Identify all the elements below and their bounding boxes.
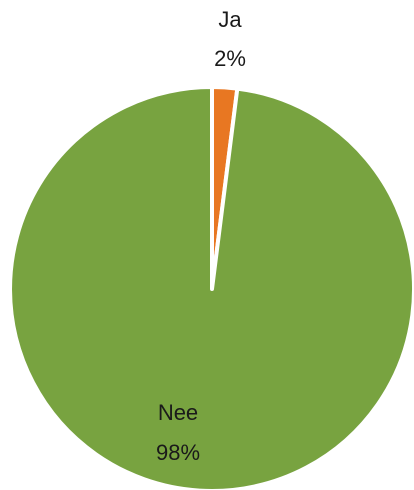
- pie-slice-nee: [8, 85, 414, 490]
- data-label-ja-category: Ja: [218, 7, 242, 32]
- pie-slices: [8, 84, 414, 490]
- data-label-ja-percent: 2%: [214, 46, 246, 71]
- data-label-ja: Ja 2%: [214, 7, 246, 71]
- data-label-nee: Nee 98%: [156, 400, 200, 465]
- data-label-nee-percent: 98%: [156, 440, 200, 465]
- data-label-nee-category: Nee: [158, 400, 198, 425]
